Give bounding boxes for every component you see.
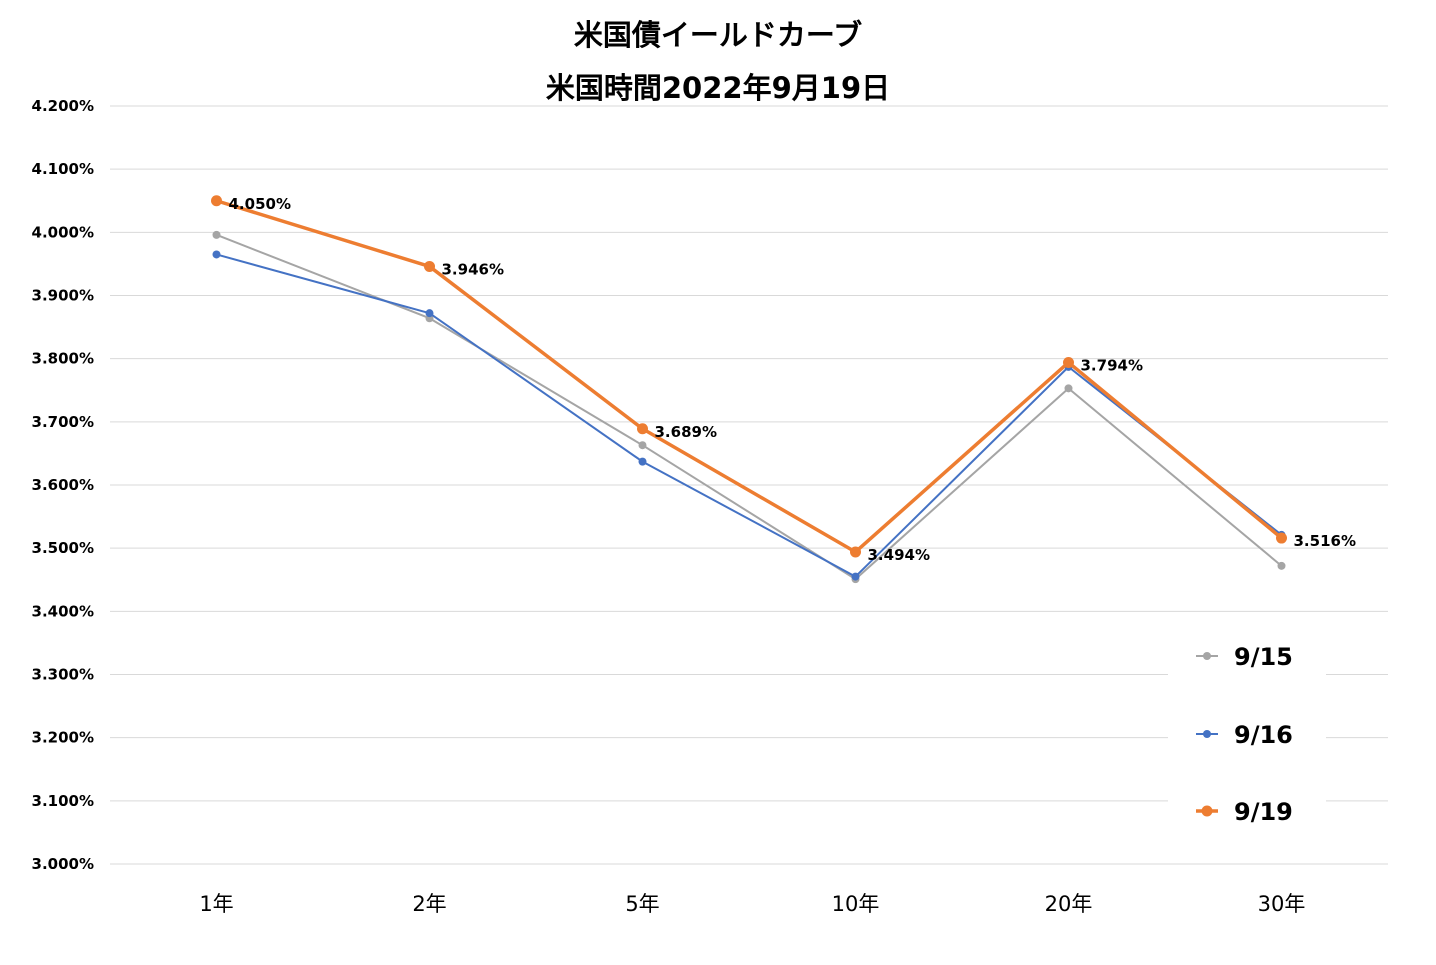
y-tick-label: 4.200% bbox=[32, 97, 94, 115]
data-label: 4.050% bbox=[229, 195, 291, 213]
data-point bbox=[638, 441, 647, 450]
data-labels: 4.050% 3.946% 3.689% 3.494% 3.794% 3.516% bbox=[229, 195, 1356, 564]
data-label: 3.516% bbox=[1294, 532, 1356, 550]
data-point bbox=[212, 250, 221, 259]
data-point bbox=[1276, 532, 1287, 544]
chart-title: 米国債イールドカーブ bbox=[574, 18, 862, 52]
series-line-9-16 bbox=[216, 253, 1283, 578]
x-tick-label: 20年 bbox=[1045, 892, 1093, 916]
y-axis-ticks: 4.200% 4.100% 4.000% 3.900% 3.800% 3.700% 3.60… bbox=[32, 97, 94, 873]
series-line-9-19 bbox=[215, 199, 1283, 554]
x-tick-label: 10年 bbox=[832, 892, 880, 916]
legend-background bbox=[1168, 618, 1326, 838]
x-axis-ticks: 1年 2年 5年 10年 20年 30年 bbox=[199, 892, 1305, 916]
data-point bbox=[850, 546, 861, 558]
x-tick-label: 30年 bbox=[1258, 892, 1306, 916]
data-label: 3.946% bbox=[442, 260, 504, 278]
data-point bbox=[212, 230, 221, 239]
data-label: 3.494% bbox=[868, 546, 930, 564]
y-tick-label: 3.300% bbox=[32, 666, 94, 684]
legend-swatch-marker bbox=[1203, 730, 1211, 738]
y-tick-label: 3.200% bbox=[32, 729, 94, 747]
x-tick-label: 1年 bbox=[199, 892, 233, 916]
y-tick-label: 3.700% bbox=[32, 413, 94, 431]
data-point bbox=[851, 572, 860, 581]
y-tick-label: 3.100% bbox=[32, 792, 94, 810]
data-point bbox=[1063, 356, 1074, 368]
y-tick-label: 3.600% bbox=[32, 476, 94, 494]
data-label: 3.794% bbox=[1081, 356, 1143, 374]
data-point bbox=[638, 457, 647, 466]
y-tick-label: 3.000% bbox=[32, 855, 94, 873]
data-point bbox=[424, 260, 435, 272]
y-tick-label: 4.000% bbox=[32, 223, 94, 241]
y-tick-label: 4.100% bbox=[32, 160, 94, 178]
y-tick-label: 3.500% bbox=[32, 539, 94, 557]
y-tick-label: 3.400% bbox=[32, 602, 94, 620]
data-point bbox=[637, 423, 648, 435]
legend-swatch-marker bbox=[1201, 805, 1213, 817]
y-tick-label: 3.900% bbox=[32, 287, 94, 305]
legend: 9/15 9/16 9/19 bbox=[1196, 643, 1293, 826]
chart-subtitle: 米国時間2022年9月19日 bbox=[546, 71, 890, 105]
data-point bbox=[211, 195, 222, 207]
legend-label: 9/19 bbox=[1234, 798, 1293, 826]
x-tick-label: 5年 bbox=[625, 892, 659, 916]
x-tick-label: 2年 bbox=[412, 892, 446, 916]
data-point bbox=[425, 309, 434, 318]
series-lines bbox=[211, 195, 1287, 584]
data-label: 3.689% bbox=[655, 423, 717, 441]
data-point bbox=[1277, 561, 1286, 570]
data-point bbox=[1064, 384, 1073, 393]
legend-label: 9/16 bbox=[1234, 721, 1293, 749]
legend-label: 9/15 bbox=[1234, 643, 1293, 671]
y-tick-label: 3.800% bbox=[32, 350, 94, 368]
legend-swatch-marker bbox=[1203, 652, 1211, 660]
